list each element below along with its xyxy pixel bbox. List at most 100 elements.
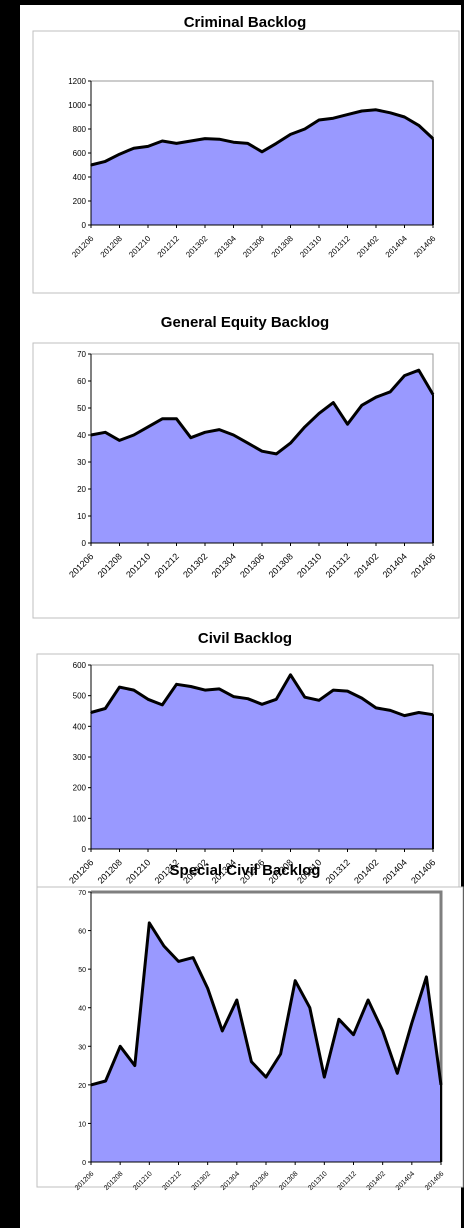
data-point [133, 689, 135, 691]
data-point [347, 114, 349, 116]
data-point [233, 141, 235, 143]
data-point [190, 686, 192, 688]
data-point [318, 700, 320, 702]
y-tick-label: 20 [78, 1083, 86, 1090]
y-tick-label: 70 [77, 350, 86, 359]
data-point [304, 128, 306, 130]
data-point [276, 453, 278, 455]
data-point [261, 151, 263, 153]
data-point [163, 945, 165, 947]
y-tick-label: 30 [78, 1044, 86, 1051]
data-point [375, 396, 377, 398]
data-point [105, 1080, 107, 1082]
data-point [375, 707, 377, 709]
data-point [404, 116, 406, 118]
data-point [119, 686, 121, 688]
data-point [397, 1073, 399, 1075]
data-point [134, 1065, 136, 1067]
y-tick-label: 400 [73, 173, 87, 182]
y-tick-label: 20 [77, 485, 86, 494]
data-point [361, 405, 363, 407]
data-point [204, 432, 206, 434]
chart-title: General Equity Backlog [161, 314, 329, 331]
data-point [162, 140, 164, 142]
y-tick-label: 600 [73, 661, 87, 670]
y-tick-label: 600 [73, 149, 87, 158]
y-tick-label: 0 [82, 221, 87, 230]
data-point [361, 110, 363, 112]
data-point [162, 418, 164, 420]
data-point [219, 138, 221, 140]
data-point [247, 698, 249, 700]
data-point [404, 715, 406, 717]
y-tick-label: 100 [73, 814, 87, 823]
y-tick-label: 60 [78, 929, 86, 936]
left-border-bar [0, 0, 20, 1228]
data-point [382, 1030, 384, 1032]
data-point [318, 413, 320, 415]
data-point [290, 674, 292, 676]
data-point [119, 1046, 121, 1048]
data-point [105, 432, 107, 434]
data-point [176, 418, 178, 420]
data-point [190, 437, 192, 439]
data-point [290, 134, 292, 136]
y-tick-label: 0 [82, 845, 87, 854]
chart-title: Criminal Backlog [184, 14, 307, 31]
data-point [261, 450, 263, 452]
data-point [309, 1007, 311, 1009]
y-tick-label: 1200 [68, 77, 86, 86]
data-point [236, 999, 238, 1001]
data-point [333, 689, 335, 691]
data-point [353, 1034, 355, 1036]
data-point [390, 710, 392, 712]
chart-4: Special Civil Backlog0102030405060702012… [37, 862, 463, 1192]
data-point [265, 1076, 267, 1078]
data-point [147, 699, 149, 701]
y-tick-label: 70 [78, 890, 86, 897]
y-tick-label: 200 [73, 197, 87, 206]
data-point [411, 1022, 413, 1024]
data-point [119, 153, 121, 155]
data-point [361, 697, 363, 699]
data-point [367, 999, 369, 1001]
data-point [304, 426, 306, 428]
data-point [147, 146, 149, 148]
y-tick-label: 40 [77, 431, 86, 440]
data-point [251, 1061, 253, 1063]
data-point [247, 143, 249, 145]
data-point [147, 426, 149, 428]
data-point [219, 688, 221, 690]
data-point [222, 1030, 224, 1032]
data-point [375, 109, 377, 111]
data-point [219, 429, 221, 431]
data-point [418, 712, 420, 714]
data-point [204, 138, 206, 140]
data-point [280, 1053, 282, 1055]
y-tick-label: 300 [73, 753, 87, 762]
chart-2: General Equity Backlog010203040506070201… [33, 314, 459, 618]
y-tick-label: 60 [77, 377, 86, 386]
data-point [233, 696, 235, 698]
data-point [347, 423, 349, 425]
data-point [149, 922, 151, 924]
y-tick-label: 0 [82, 1160, 86, 1167]
data-point [338, 1019, 340, 1021]
data-point [333, 117, 335, 119]
y-tick-label: 10 [77, 512, 86, 521]
y-tick-label: 30 [77, 458, 86, 467]
y-tick-label: 500 [73, 692, 87, 701]
data-point [294, 980, 296, 982]
data-point [318, 119, 320, 121]
data-point [105, 708, 107, 710]
y-tick-label: 50 [78, 967, 86, 974]
data-point [176, 684, 178, 686]
data-point [418, 369, 420, 371]
data-point [119, 440, 121, 442]
data-point [390, 391, 392, 393]
y-tick-label: 50 [77, 404, 86, 413]
data-point [347, 690, 349, 692]
charts-group: Criminal Backlog020040060080010001200201… [33, 14, 463, 1192]
data-point [426, 976, 428, 978]
